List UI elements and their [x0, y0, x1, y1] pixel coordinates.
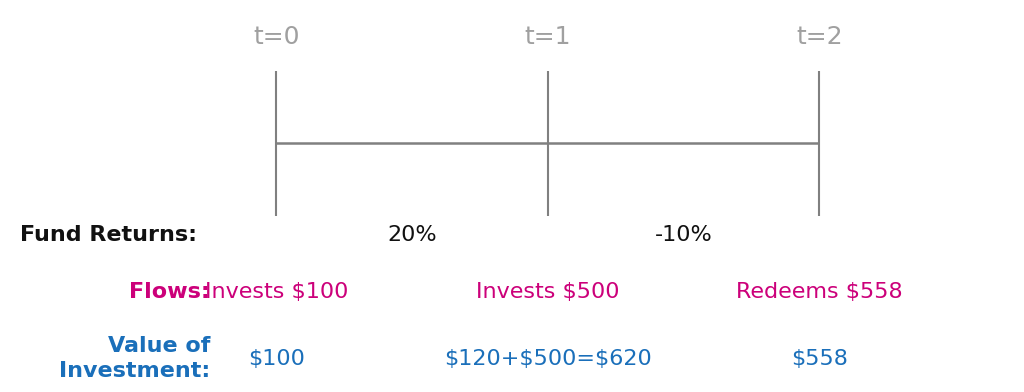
Text: Redeems $558: Redeems $558: [736, 282, 902, 302]
Text: Fund Returns:: Fund Returns:: [20, 225, 198, 245]
Text: Value of
Investment:: Value of Investment:: [58, 336, 210, 381]
Text: t=2: t=2: [796, 25, 843, 49]
Text: 20%: 20%: [388, 225, 437, 245]
Text: Invests $100: Invests $100: [205, 282, 348, 302]
Text: $100: $100: [248, 348, 305, 369]
Text: -10%: -10%: [655, 225, 713, 245]
Text: t=1: t=1: [524, 25, 571, 49]
Text: Flows:: Flows:: [129, 282, 210, 302]
Text: Invests $500: Invests $500: [476, 282, 620, 302]
Text: $120+$500=$620: $120+$500=$620: [444, 348, 651, 369]
Text: $558: $558: [791, 348, 848, 369]
Text: t=0: t=0: [253, 25, 300, 49]
